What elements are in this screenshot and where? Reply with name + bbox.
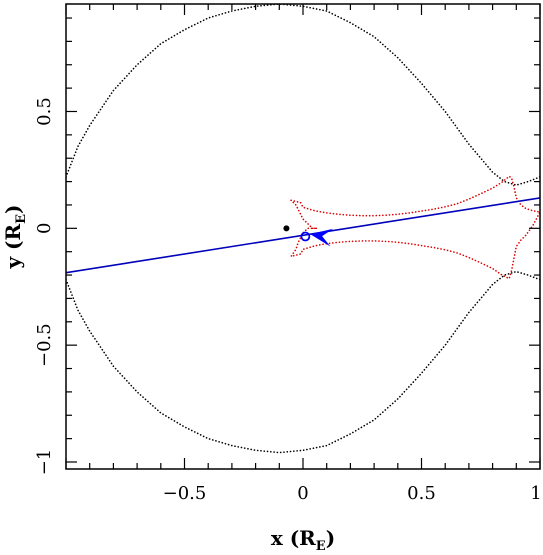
trajectory-arrowhead [310, 228, 334, 247]
axis-ticks [65, 4, 541, 469]
series-1 [66, 270, 540, 454]
x-tick-label: 0 [297, 483, 308, 504]
y-axis-label: y (RE) [1, 204, 29, 269]
source-circle [300, 231, 311, 242]
x-tick-label: −0.5 [163, 483, 207, 504]
series-3 [66, 197, 540, 274]
x-axis-label: x (RE) [271, 526, 335, 554]
lens-dot [283, 225, 290, 232]
y-tick-label: −0.5 [34, 323, 55, 367]
x-tick-labels: −0.5 0 0.5 1 [163, 483, 542, 504]
y-tick-label: 0 [34, 223, 55, 234]
y-tick-labels: −1 −0.5 0 0.5 [34, 97, 55, 475]
x-tick-label: 0.5 [407, 483, 436, 504]
plot-area [66, 4, 540, 454]
plot-frame [65, 3, 541, 470]
y-tick-label: −1 [34, 449, 55, 476]
series-0 [66, 4, 540, 186]
series-2 [290, 175, 540, 280]
x-tick-label: 1 [530, 483, 541, 504]
y-tick-label: 0.5 [34, 97, 55, 126]
